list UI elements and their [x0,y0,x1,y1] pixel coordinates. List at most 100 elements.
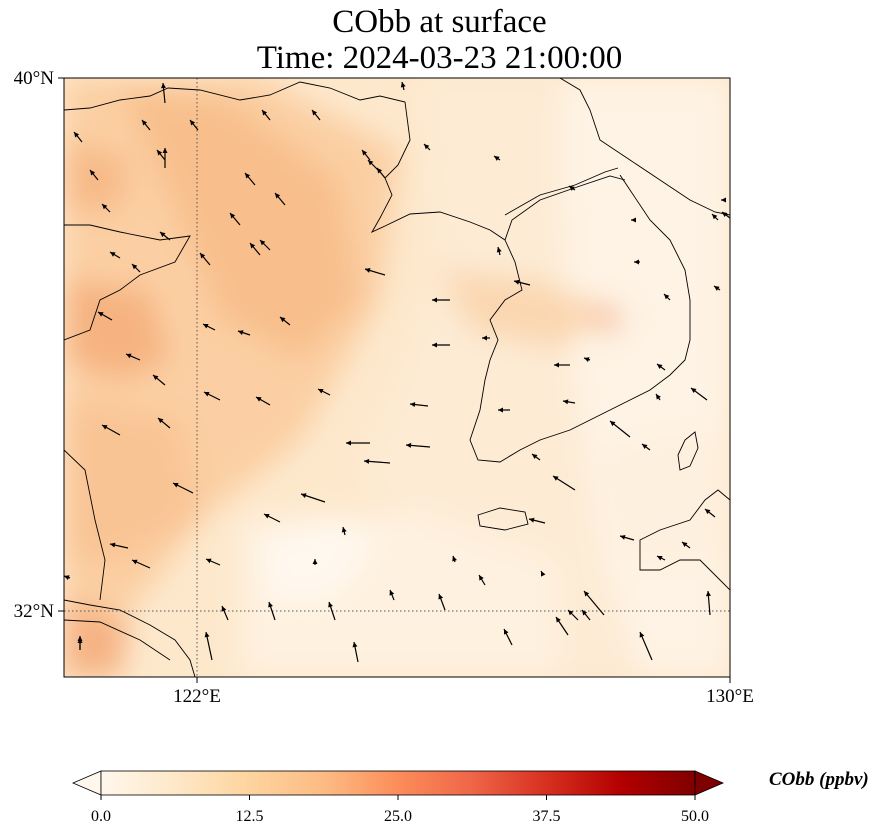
wind-arrow-head [173,483,179,488]
coastline-jeju [477,507,529,531]
wind-arrow-head [158,418,164,424]
wind-arrow-head [238,330,244,335]
wind-arrow-head [245,173,251,179]
wind-arrow-head [479,575,484,581]
wind-arrow-head [98,312,104,317]
gridlines [64,78,730,677]
coastline-yangtze-2 [64,619,171,661]
wind-arrow-head [432,297,437,303]
wind-arrow-head [160,232,166,238]
wind-arrow-head [364,458,370,464]
wind-arrow-head [204,392,210,397]
wind-arrow-head [452,556,457,562]
wind-arrow-head [554,362,559,368]
wind-arrow-head [204,632,210,638]
wind-arrow-head [161,83,166,89]
wind-arrow-head [132,264,138,270]
wind-arrow-head [553,476,559,481]
wind-arrow-head [721,197,726,203]
wind-arrow-head [631,217,636,223]
coastline-yalu [504,167,619,216]
wind-arrow-head [682,542,688,547]
colorbar-tick-2: 25.0 [384,808,412,825]
colorbar: 0.0 12.5 25.0 37.5 50.0 [71,770,725,825]
wind-arrow-head [498,407,503,413]
wind-arrow-head [142,120,148,126]
wind-arrow-head [556,617,561,623]
wind-arrow-head [657,556,663,561]
wind-arrow-head [110,542,116,548]
wind-arrow-head [634,259,639,265]
wind-arrow-head [206,558,212,564]
colorbar-tick-1: 12.5 [236,808,264,825]
wind-arrow-head [584,357,590,362]
wind-arrow-head [569,186,575,191]
wind-arrow-head [312,559,318,564]
wind-arrow-head [722,212,728,217]
wind-arrow-head [190,120,196,126]
wind-arrow-head [260,240,266,246]
wind-arrow-head [262,110,268,116]
wind-arrow-head [563,399,569,405]
wind-arrow-head [341,527,347,533]
wind-arrow-head [74,132,80,138]
wind-arrow-head [514,279,520,285]
wind-arrow-head [494,156,500,161]
wind-arrow-head [705,509,711,515]
wind-arrow-head [157,150,163,156]
wind-arrow-head [90,170,96,176]
wind-arrow-head [712,214,718,220]
wind-arrow-head [250,243,256,249]
wind-arrow-head [132,559,138,565]
wind-arrow-head [126,353,132,359]
wind-arrow-head [656,394,661,400]
coastline-korea-north [559,78,730,216]
wind-arrow-head [77,638,83,643]
coastline-north-china [64,224,191,341]
colorbar-tick-4: 50.0 [681,808,709,825]
wind-arrow-head [268,602,273,608]
wind-arrow-head [410,402,416,408]
wind-arrow-head [102,425,108,430]
wind-arrow-head [264,514,270,519]
wind-arrow-head [301,493,307,498]
wind-arrow-head [221,606,227,612]
axis-ticks [58,77,731,683]
map-title: CObb at surface [332,4,547,40]
coastline-kyushu [639,489,730,591]
concentration-field [64,78,730,677]
wind-arrow-head [280,317,286,323]
wind-arrow-head [328,602,333,608]
coastline-shandong [64,449,106,601]
colorbar-tick-3: 37.5 [533,808,561,825]
lon-tick-label-130: 130°E [706,686,754,707]
wind-arrow-head [203,324,209,329]
wind-arrow-shaft [583,590,605,616]
coastline-liaodong [64,81,626,241]
wind-arrow-head [352,642,358,648]
wind-arrow-head [705,591,711,597]
coastline-korea-west [469,174,691,463]
wind-arrow-head [541,571,546,577]
colorbar-gradient [100,770,696,796]
wind-arrow-head [424,144,430,150]
map-frame [63,77,731,678]
wind-arrow-head [584,591,590,597]
lat-tick-label-40: 40°N [14,68,55,89]
wind-arrow-head [406,442,412,448]
wind-arrow-head [200,253,206,259]
wind-arrow-head [482,335,487,341]
wind-arrow-head [318,389,324,394]
wind-arrow-head [438,594,444,600]
wind-arrow-head [230,213,236,219]
colorbar-extend-high [694,770,725,796]
wind-arrow-head [529,517,535,523]
colorbar-title: CObb (ppbv) [769,769,869,790]
wind-arrow-head [691,388,697,393]
wind-arrow-head [256,397,262,402]
colorbar-tick-0: 0.0 [91,808,111,825]
colorbar-extend-low [71,770,102,796]
lat-tick-label-32: 32°N [14,601,55,622]
wind-arrow-head [568,610,574,616]
